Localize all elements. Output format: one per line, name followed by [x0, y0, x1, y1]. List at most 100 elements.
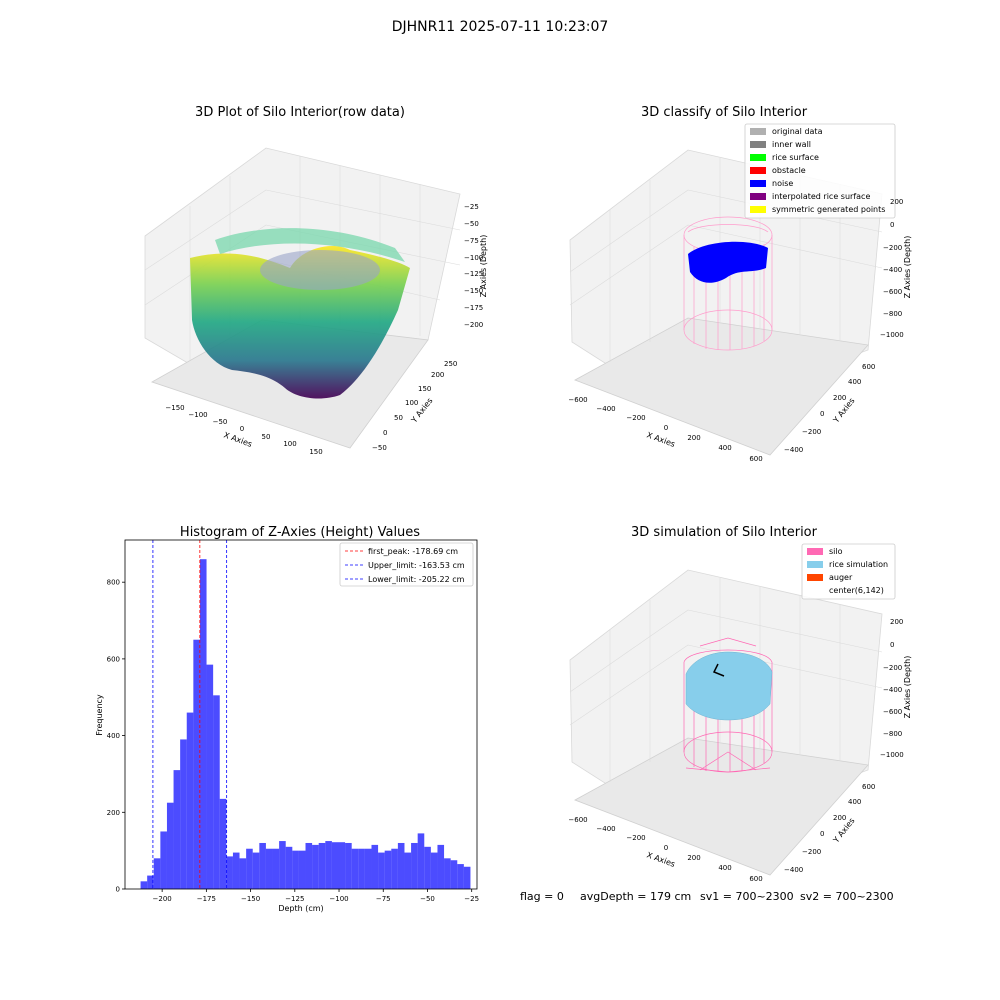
histogram-bar — [285, 846, 293, 889]
svg-text:0: 0 — [240, 425, 244, 433]
svg-text:50: 50 — [394, 414, 403, 422]
histogram-x-tick-label: −125 — [285, 895, 304, 903]
histogram-xlabel: Depth (cm) — [278, 904, 323, 913]
simulation-legend: silo rice simulation auger center(6,142) — [801, 543, 896, 600]
svg-text:−150: −150 — [464, 287, 483, 295]
legend-swatch-auger — [807, 574, 823, 581]
panel-classify-3d: 3D classify of Silo Interior original da… — [568, 105, 912, 463]
legend-label-obstacle: obstacle — [772, 166, 806, 175]
svg-text:−800: −800 — [883, 730, 902, 738]
svg-text:−200: −200 — [883, 664, 902, 672]
svg-text:400: 400 — [718, 444, 731, 452]
histogram-bar — [384, 850, 392, 889]
legend-label-lower-limit: Lower_limit: -205.22 cm — [368, 575, 465, 584]
simulation-zlabel: Z Axies (Depth) — [903, 656, 912, 719]
svg-text:600: 600 — [749, 875, 762, 883]
svg-text:150: 150 — [309, 448, 322, 456]
histogram-bar — [318, 842, 326, 889]
status-sv2: sv2 = 700~2300 — [800, 890, 894, 903]
svg-text:200: 200 — [833, 814, 846, 822]
svg-text:−25: −25 — [464, 203, 479, 211]
histogram-x-tick-label: −100 — [329, 895, 348, 903]
legend-label-interpolated: interpolated rice surface — [772, 192, 870, 201]
histogram-bar — [292, 850, 299, 889]
legend-swatch-rice-simulation — [807, 561, 823, 568]
svg-text:−400: −400 — [596, 825, 615, 833]
legend-swatch-interpolated — [750, 193, 766, 200]
simulation-legend-frame — [801, 543, 896, 600]
simulation-rice-surface — [685, 651, 773, 721]
svg-text:600: 600 — [862, 783, 875, 791]
histogram-frame — [124, 539, 478, 890]
svg-text:−600: −600 — [883, 288, 902, 296]
svg-text:−200: −200 — [802, 428, 821, 436]
svg-text:−100: −100 — [188, 411, 207, 419]
status-line: flag = 0 avgDepth = 179 cm sv1 = 700~230… — [520, 890, 894, 903]
histogram-x-tick-label: −200 — [153, 895, 172, 903]
histogram-bar — [180, 739, 187, 889]
svg-text:−1000: −1000 — [880, 751, 904, 759]
raw-wall-back — [215, 228, 405, 262]
svg-text:−400: −400 — [596, 405, 615, 413]
figure-title: DJHNR11 2025-07-11 10:23:07 — [392, 19, 609, 35]
histogram-bar — [331, 842, 339, 889]
legend-label-upper-limit: Upper_limit: -163.53 cm — [368, 561, 465, 570]
histogram-bar — [153, 858, 161, 889]
histogram-bar — [430, 852, 438, 889]
legend-swatch-rice-surface — [750, 154, 766, 161]
legend-swatch-obstacle — [750, 167, 766, 174]
histogram-y-tick-label: 200 — [107, 809, 120, 817]
histogram-x-tick-label: −175 — [197, 895, 216, 903]
classify-z-ticks: 200 0 −200 −400 −600 −800 −1000 — [880, 198, 904, 339]
svg-text:−600: −600 — [568, 396, 587, 404]
histogram-bar — [444, 858, 451, 889]
legend-swatch-noise — [750, 180, 766, 187]
svg-text:0: 0 — [820, 830, 824, 838]
histogram-bar — [437, 844, 445, 889]
svg-text:−50: −50 — [213, 418, 228, 426]
histogram-ylabel: Frequency — [95, 694, 104, 736]
raw-z-ticks: −25 −50 −75 −100 −125 −150 −175 −200 — [464, 203, 483, 329]
classify-y-ticks: −400 −200 0 200 400 600 — [784, 363, 875, 454]
svg-text:−200: −200 — [626, 834, 645, 842]
legend-swatch-silo — [807, 548, 823, 555]
histogram-legend-frame — [339, 542, 474, 587]
histogram-bar — [371, 844, 379, 889]
legend-label-auger: auger — [829, 573, 853, 582]
legend-label-original-data: original data — [772, 127, 823, 136]
simulation-xlabel: X Axies — [645, 850, 676, 869]
histogram-bar — [232, 852, 240, 889]
raw-x-ticks: −150 −100 −50 0 50 100 150 — [165, 404, 322, 456]
classify-zlabel: Z Axies (Depth) — [903, 236, 912, 299]
histogram-bar — [160, 831, 167, 889]
svg-text:−125: −125 — [464, 270, 483, 278]
panel-simulation-3d: 3D simulation of Silo Interior silo — [568, 525, 912, 883]
histogram-bar — [351, 848, 359, 889]
svg-text:200: 200 — [687, 434, 700, 442]
legend-swatch-original-data — [750, 128, 766, 135]
svg-text:200: 200 — [431, 371, 444, 379]
svg-text:150: 150 — [418, 385, 431, 393]
histogram-bar — [199, 559, 207, 889]
raw-y-ticks: −50 0 50 100 150 200 250 — [372, 360, 457, 452]
histogram-y-tick-label: 800 — [107, 579, 120, 587]
simulation-y-ticks: −400 −200 0 200 400 600 — [784, 783, 875, 874]
svg-text:−400: −400 — [784, 446, 803, 454]
simulation-grid — [569, 578, 883, 782]
histogram-bar — [378, 852, 385, 889]
histogram-bar — [206, 664, 214, 889]
histogram-bar — [193, 639, 200, 889]
status-flag: flag = 0 — [520, 890, 564, 903]
svg-text:200: 200 — [890, 618, 903, 626]
svg-text:−400: −400 — [883, 686, 902, 694]
svg-text:600: 600 — [749, 455, 762, 463]
panel-classify-title: 3D classify of Silo Interior — [641, 105, 808, 120]
histogram-bar — [246, 848, 253, 889]
histogram-bar — [166, 802, 174, 889]
histogram-x-tick-label: −75 — [376, 895, 391, 903]
svg-text:0: 0 — [383, 429, 387, 437]
svg-text:−400: −400 — [784, 866, 803, 874]
histogram-bar — [312, 844, 319, 889]
histogram-bar — [226, 856, 233, 889]
svg-text:200: 200 — [687, 854, 700, 862]
